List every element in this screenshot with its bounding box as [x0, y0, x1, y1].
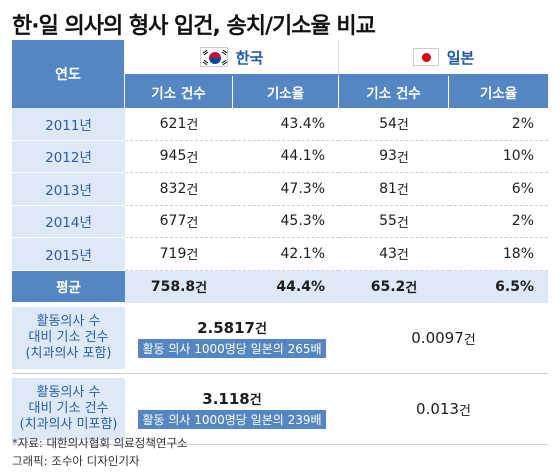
kr-rate-header: 기소율 [233, 76, 339, 108]
jp-rate-cell: 2% [449, 108, 548, 141]
jp-rate-cell: 18% [449, 238, 548, 271]
avg-kr-count: 758.8 건 [125, 270, 233, 303]
average-label: 평균 [12, 270, 125, 303]
kr-rate-cell: 42.1% [233, 238, 339, 271]
japan-header: 일본 [339, 40, 548, 76]
kr-rate-cell: 44.1% [233, 141, 339, 173]
block-japan-value: 0.013 건 [416, 400, 471, 419]
comparison-table: 연도 한국 일본 기소 [12, 40, 548, 445]
jp-rate-cell: 2% [449, 206, 548, 238]
kr-count-cell: 719 건 [125, 238, 233, 271]
jp-count-cell: 43 건 [339, 238, 449, 271]
average-row: 평균 758.8 건 44.4% 65.2 건 6.5% [12, 270, 548, 303]
block-korea-value: 2.5817건 활동 의사 1000명당 일본의 265배 [125, 307, 339, 369]
kr-rate-cell: 47.3% [233, 173, 339, 206]
year-cell: 2014년 [12, 205, 125, 238]
jp-count-cell: 55 건 [339, 206, 449, 238]
credit-text: 그래픽: 조수아 디자인기자 [12, 454, 140, 468]
avg-jp-rate: 6.5% [449, 270, 548, 303]
avg-jp-count: 65.2 건 [339, 270, 449, 303]
korea-header: 한국 [125, 40, 339, 76]
ratio-note: 활동 의사 1000명당 일본의 265배 [138, 339, 326, 358]
page-title: 한·일 의사의 형사 입건, 송치/기소율 비교 [12, 14, 376, 39]
kr-count-cell: 677 건 [125, 206, 233, 238]
divider [12, 444, 548, 445]
japan-flag-icon [412, 48, 439, 66]
kr-count-header: 기소 건수 [125, 76, 233, 108]
jp-rate-cell: 10% [449, 141, 548, 173]
table-row: 2014년 677 건 45.3% 55 건 2% [12, 205, 548, 238]
source-note: *자료: 대한의사협회 의료정책연구소 그래픽: 조수아 디자인기자 [12, 434, 188, 470]
kr-rate-cell: 43.4% [233, 108, 339, 141]
jp-rate-header: 기소율 [449, 76, 548, 108]
jp-count-header: 기소 건수 [339, 76, 449, 108]
block-korea-value: 3.118건 활동 의사 1000명당 일본의 239배 [125, 378, 339, 440]
year-cell: 2015년 [12, 238, 125, 271]
kr-count-cell: 832 건 [125, 173, 233, 206]
year-cell: 2011년 [12, 108, 125, 141]
divider [12, 373, 548, 374]
ratio-note: 활동 의사 1000명당 일본의 239배 [138, 410, 326, 429]
block-label: 활동의사 수 대비 기소 건수 (치과의사 미포함) [12, 378, 125, 440]
jp-count-cell: 54 건 [339, 108, 449, 141]
korea-label: 한국 [235, 48, 264, 67]
per-doctor-block-excl-dentists: 활동의사 수 대비 기소 건수 (치과의사 미포함) 3.118건 활동 의사 … [12, 378, 548, 440]
avg-kr-rate: 44.4% [233, 270, 339, 303]
table-row: 2011년 621 건 43.4% 54 건 2% [12, 108, 548, 141]
table-row: 2015년 719 건 42.1% 43 건 18% [12, 238, 548, 271]
year-column-header: 연도 [12, 40, 125, 108]
kr-count-cell: 945 건 [125, 141, 233, 173]
year-cell: 2013년 [12, 173, 125, 206]
source-text: *자료: 대한의사협회 의료정책연구소 [12, 436, 188, 450]
table-row: 2012년 945 건 44.1% 93 건 10% [12, 140, 548, 173]
jp-count-cell: 81 건 [339, 173, 449, 206]
per-doctor-block-incl-dentists: 활동의사 수 대비 기소 건수 (치과의사 포함) 2.5817건 활동 의사 … [12, 307, 548, 369]
block-label: 활동의사 수 대비 기소 건수 (치과의사 포함) [12, 307, 125, 369]
japan-label: 일본 [446, 48, 475, 67]
kr-rate-cell: 45.3% [233, 206, 339, 238]
table-row: 2013년 832 건 47.3% 81 건 6% [12, 173, 548, 206]
jp-rate-cell: 6% [449, 173, 548, 206]
year-cell: 2012년 [12, 140, 125, 173]
table-header: 연도 한국 일본 기소 [12, 40, 548, 108]
korea-flag-icon [199, 47, 228, 67]
block-japan-value: 0.0097 건 [411, 329, 476, 348]
jp-count-cell: 93 건 [339, 141, 449, 173]
kr-count-cell: 621 건 [125, 108, 233, 141]
